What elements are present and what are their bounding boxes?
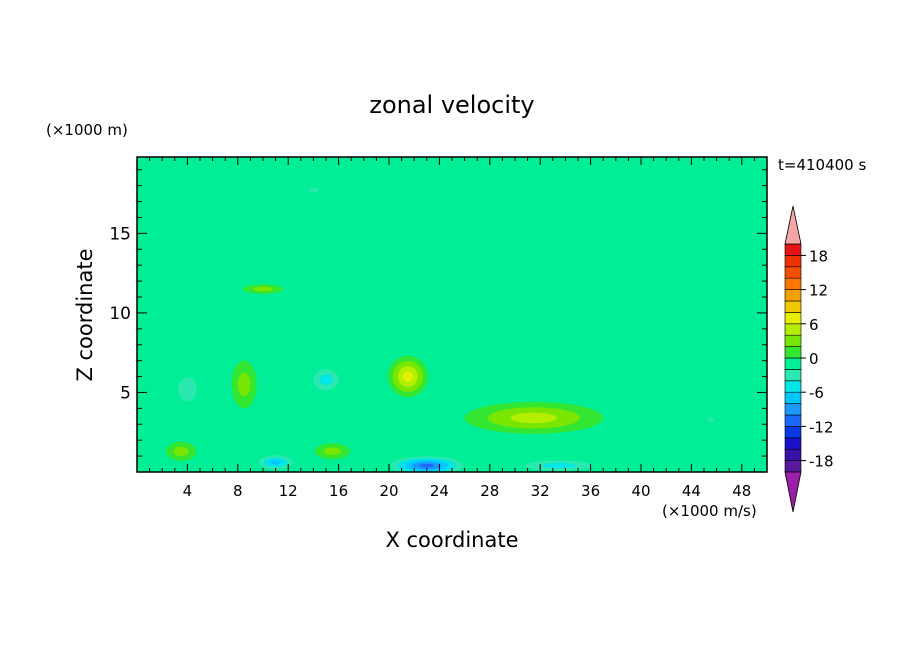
colorbar-band — [784, 460, 802, 473]
contour-blob — [177, 377, 197, 402]
time-label: t=410400 s — [778, 156, 866, 174]
colorbar-label: -6 — [809, 384, 824, 402]
x-tick-label: 20 — [379, 482, 398, 500]
x-tick-label: 48 — [732, 482, 751, 500]
colorbar-band — [784, 437, 802, 450]
colorbar-band — [784, 300, 802, 313]
x-tick-label: 28 — [480, 482, 499, 500]
colorbar-band — [784, 289, 802, 302]
colorbar-over-arrow — [784, 205, 802, 245]
x-tick-label: 12 — [279, 482, 298, 500]
colorbar-label: -12 — [809, 418, 834, 436]
y-unit-label: (×1000 m) — [46, 121, 128, 139]
x-tick-label: 4 — [183, 482, 193, 500]
y-tick-label: 15 — [109, 224, 131, 244]
contour-blob — [323, 447, 342, 456]
colorbar-band — [784, 334, 802, 347]
contour-blob — [252, 286, 274, 292]
x-tick-label: 16 — [329, 482, 348, 500]
colorbar-band — [784, 243, 802, 256]
colorbar-label: 6 — [809, 316, 819, 334]
colorbar-label: 18 — [809, 247, 828, 265]
y-tick-label: 5 — [120, 383, 131, 403]
chart-title: zonal velocity — [369, 91, 534, 119]
contour-blob — [707, 417, 714, 422]
colorbar-under-arrow — [784, 471, 802, 513]
contour-blob — [269, 460, 282, 465]
x-unit-label: (×1000 m/s) — [662, 502, 757, 520]
field-background — [137, 157, 767, 472]
x-axis-title: X coordinate — [385, 528, 518, 552]
colorbar: -18 -12 -6 0 6 12 18 — [784, 205, 834, 513]
colorbar-band — [784, 426, 802, 439]
colorbar-band — [784, 403, 802, 416]
y-tick-label: 10 — [109, 304, 131, 324]
contour-blob — [402, 371, 413, 382]
x-tick-label: 36 — [581, 482, 600, 500]
contour-blob — [319, 374, 333, 386]
colorbar-band — [784, 266, 802, 279]
contour-blob — [173, 446, 189, 457]
contour-blob — [237, 372, 251, 397]
colorbar-label: 12 — [809, 282, 828, 300]
colorbar-band — [784, 255, 802, 268]
colorbar-band — [784, 391, 802, 404]
x-tick-label: 8 — [233, 482, 243, 500]
colorbar-label: 0 — [809, 350, 819, 368]
colorbar-band — [784, 312, 802, 325]
contour-blob — [510, 412, 557, 424]
contour-blob — [542, 462, 576, 469]
colorbar-band — [784, 357, 802, 370]
colorbar-band — [784, 448, 802, 461]
x-tick-label: 32 — [531, 482, 550, 500]
colorbar-band — [784, 323, 802, 336]
colorbar-band — [784, 277, 802, 290]
x-tick-label: 40 — [631, 482, 650, 500]
contour-field — [137, 157, 767, 472]
y-axis-title: Z coordinate — [73, 248, 97, 381]
x-tick-label: 24 — [430, 482, 449, 500]
contour-blob — [419, 463, 435, 468]
colorbar-band — [784, 414, 802, 427]
x-axis: 4 8 12 16 20 24 28 32 36 40 44 48 — [149, 157, 755, 500]
colorbar-label: -18 — [809, 453, 834, 471]
colorbar-band — [784, 346, 802, 359]
colorbar-band — [784, 380, 802, 393]
colorbar-band — [784, 369, 802, 382]
y-axis: 5 10 15 — [109, 169, 767, 457]
x-tick-label: 44 — [682, 482, 701, 500]
contour-blob — [308, 188, 319, 193]
